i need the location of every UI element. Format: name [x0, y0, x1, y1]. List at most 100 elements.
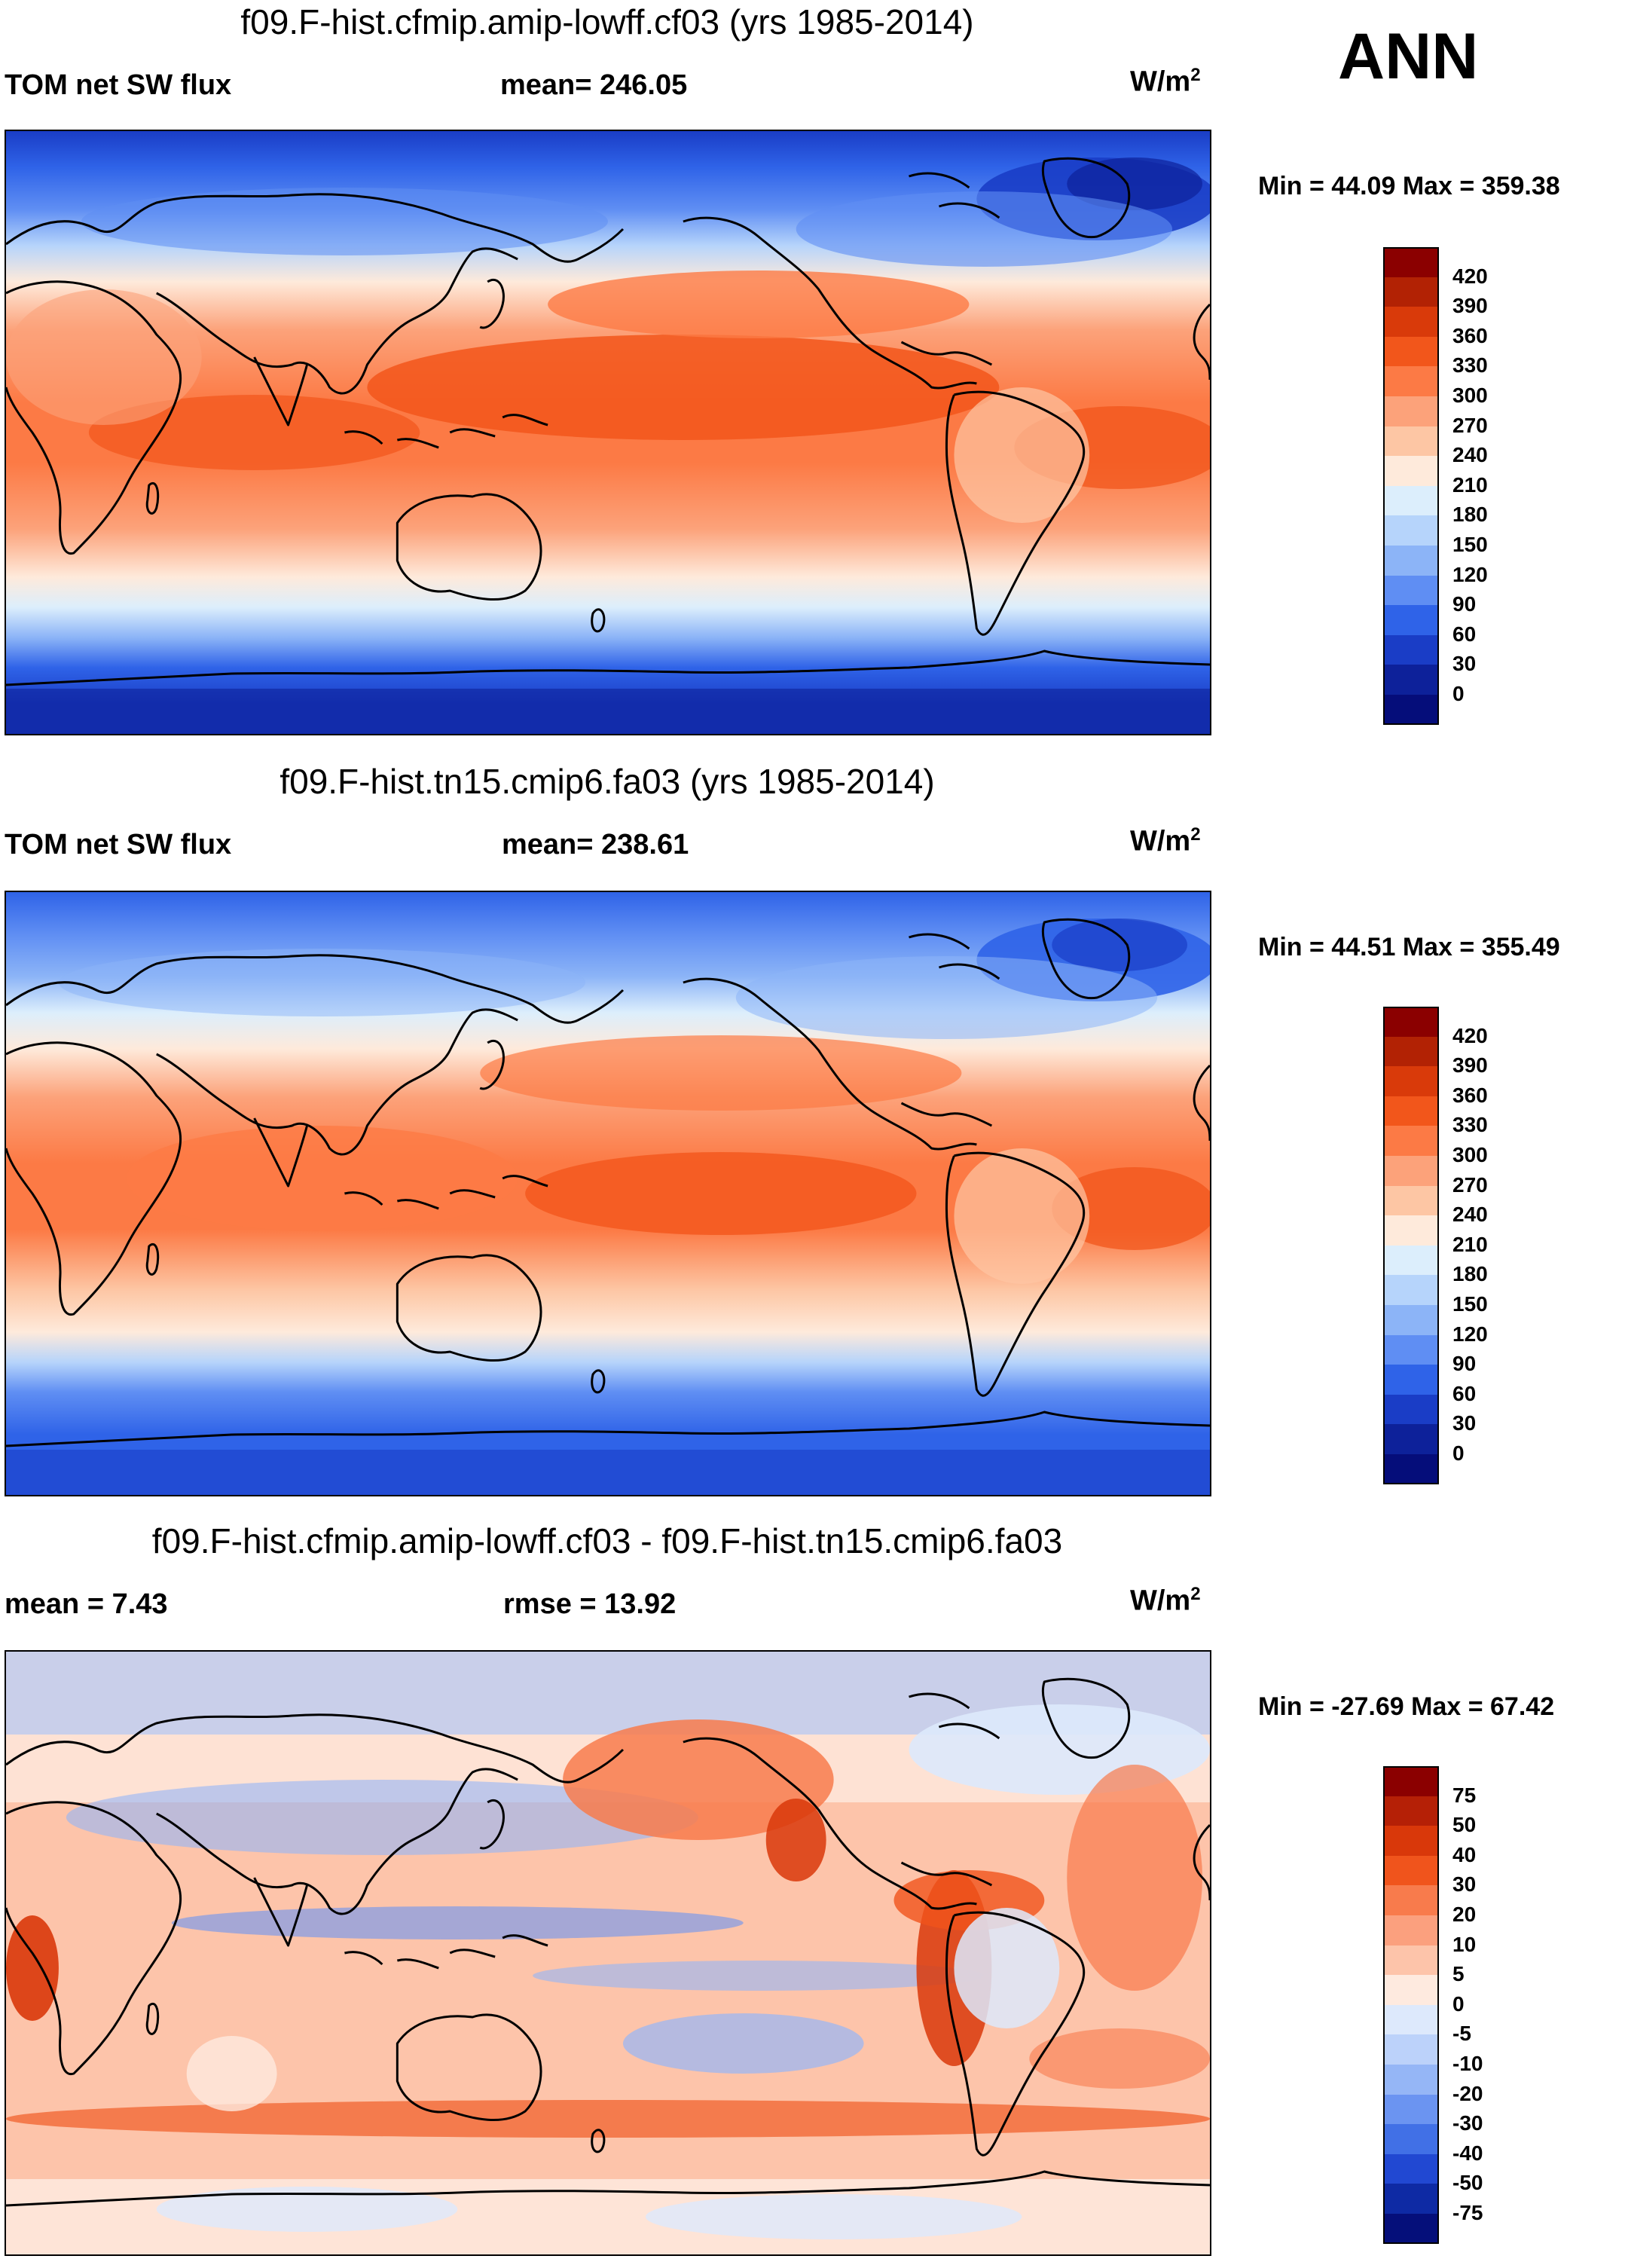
colorbar-tick-label: 90	[1452, 592, 1477, 616]
colorbar-swatch	[1383, 456, 1439, 487]
colorbar-tick-label: -50	[1452, 2171, 1483, 2195]
panel-1-mean-label: mean= 246.05	[500, 69, 688, 101]
panel-3-rmse-label: rmse = 13.92	[503, 1588, 677, 1620]
colorbar-tick-label: 240	[1452, 443, 1488, 467]
colorbar-swatch	[1383, 1156, 1439, 1187]
colorbar-tick-label: 40	[1452, 1842, 1477, 1866]
colorbar-swatch	[1383, 546, 1439, 576]
colorbar-swatch	[1383, 605, 1439, 636]
colorbar-swatch	[1383, 1885, 1439, 1916]
colorbar-tick-label: 30	[1452, 1411, 1477, 1435]
colorbar-swatch	[1383, 426, 1439, 457]
colorbar-swatch	[1383, 665, 1439, 695]
panel-3-minmax: Min = -27.69 Max = 67.42	[1258, 1692, 1555, 1721]
colorbar-tick-label: -20	[1452, 2081, 1483, 2105]
panel-1-map-svg	[6, 131, 1210, 734]
colorbar-swatch	[1383, 2124, 1439, 2155]
colorbar-swatch	[1383, 1007, 1439, 1038]
colorbar-swatch	[1383, 1275, 1439, 1306]
colorbar-swatch	[1383, 1334, 1439, 1365]
colorbar-swatch	[1383, 2094, 1439, 2125]
colorbar-tick-label: -40	[1452, 2141, 1483, 2165]
colorbar-swatch	[1383, 634, 1439, 665]
colorbar-tick-label: 50	[1452, 1813, 1477, 1837]
season-label: ANN	[1338, 20, 1479, 93]
colorbar-tick-label: 330	[1452, 1113, 1488, 1137]
colorbar-tick-label: -10	[1452, 2052, 1483, 2075]
colorbar-tick-label: 360	[1452, 323, 1488, 347]
colorbar-tick-label: 270	[1452, 413, 1488, 437]
panel-2-title: f09.F-hist.tn15.cmip6.fa03 (yrs 1985-201…	[279, 762, 935, 801]
colorbar-tick-label: 0	[1452, 1991, 1465, 2016]
colorbar-swatch	[1383, 307, 1439, 338]
colorbar-swatch	[1383, 1796, 1439, 1826]
colorbar-tick-label: 420	[1452, 1023, 1488, 1047]
colorbar-swatch	[1383, 1915, 1439, 1946]
colorbar-swatch	[1383, 247, 1439, 278]
colorbar-tick-label: 20	[1452, 1903, 1477, 1926]
colorbar-swatch	[1383, 2214, 1439, 2245]
colorbar-swatch	[1383, 1975, 1439, 2006]
colorbar-swatch	[1383, 1394, 1439, 1425]
colorbar-tick-label: 150	[1452, 533, 1488, 556]
panel-2-units: W/m2	[1130, 824, 1201, 857]
colorbar-swatch	[1383, 396, 1439, 427]
colorbar-tick-label: 300	[1452, 384, 1488, 407]
colorbar-tick-label: 120	[1452, 562, 1488, 586]
colorbar-swatch	[1383, 1066, 1439, 1097]
panel-3-title: f09.F-hist.cfmip.amip-lowff.cf03 - f09.F…	[151, 1521, 1063, 1560]
colorbar-swatch	[1383, 1454, 1439, 1485]
panel-2-map	[5, 891, 1211, 1496]
colorbar-swatch	[1383, 1215, 1439, 1246]
colorbar-tick-label: 240	[1452, 1203, 1488, 1227]
colorbar-tick-label: 390	[1452, 294, 1488, 318]
colorbar-tick-label: 360	[1452, 1083, 1488, 1107]
colorbar-tick-label: 390	[1452, 1053, 1488, 1077]
colorbar-swatch	[1383, 1305, 1439, 1336]
panel-3-map-svg	[6, 1652, 1210, 2254]
colorbar-tick-label: 210	[1452, 472, 1488, 497]
colorbar-tick-label: 60	[1452, 1381, 1477, 1405]
colorbar-tick-label: 150	[1452, 1292, 1488, 1316]
panel-3-mean-label: mean = 7.43	[5, 1588, 168, 1620]
colorbar-swatch	[1383, 2184, 1439, 2215]
colorbar-tick-label: 10	[1452, 1932, 1477, 1956]
colorbar-swatch	[1383, 2065, 1439, 2095]
colorbar-swatch	[1383, 1766, 1439, 1797]
panel-3-map	[5, 1650, 1211, 2256]
colorbar-tick-label: 0	[1452, 1441, 1465, 1465]
colorbar-swatch	[1383, 277, 1439, 307]
colorbar-tick-label: 180	[1452, 503, 1488, 527]
colorbar-tick-label: 210	[1452, 1232, 1488, 1256]
colorbar-swatch	[1383, 515, 1439, 546]
colorbar-swatch	[1383, 336, 1439, 367]
colorbar-swatch	[1383, 485, 1439, 516]
colorbar-swatch	[1383, 1185, 1439, 1216]
panel-1-variable-label: TOM net SW flux	[5, 69, 232, 101]
colorbar-tick-label: 30	[1452, 1872, 1477, 1897]
panel-2-map-svg	[6, 892, 1210, 1495]
colorbar-tick-label: 330	[1452, 353, 1488, 377]
colorbar-swatch	[1383, 1365, 1439, 1395]
colorbar-swatch	[1383, 695, 1439, 726]
colorbar-tick-label: 270	[1452, 1172, 1488, 1197]
colorbar-tick-label: 90	[1452, 1352, 1477, 1376]
colorbar-swatch	[1383, 1245, 1439, 1276]
colorbar-tick-label: 60	[1452, 622, 1477, 646]
colorbar-tick-label: 420	[1452, 264, 1488, 288]
panel-1-title: f09.F-hist.cfmip.amip-lowff.cf03 (yrs 19…	[240, 2, 974, 41]
colorbar-swatch	[1383, 1036, 1439, 1067]
colorbar-tick-label: 120	[1452, 1322, 1488, 1346]
panel-3-units: W/m2	[1130, 1584, 1201, 1617]
colorbar-tick-label: 5	[1452, 1962, 1465, 1986]
colorbar-swatch	[1383, 2153, 1439, 2184]
panel-2-minmax: Min = 44.51 Max = 355.49	[1258, 933, 1560, 961]
panel-1-colorbar: 420 390 360 330 300 270 240 210 180 150 120 90 60 30 0	[1383, 247, 1534, 728]
colorbar-swatch	[1383, 1126, 1439, 1157]
colorbar-tick-label: -5	[1452, 2022, 1471, 2046]
panel-1-map	[5, 130, 1211, 735]
colorbar-tick-label: -30	[1452, 2111, 1483, 2135]
colorbar-swatch	[1383, 2034, 1439, 2065]
colorbar-swatch	[1383, 1855, 1439, 1886]
colorbar-swatch	[1383, 1424, 1439, 1455]
